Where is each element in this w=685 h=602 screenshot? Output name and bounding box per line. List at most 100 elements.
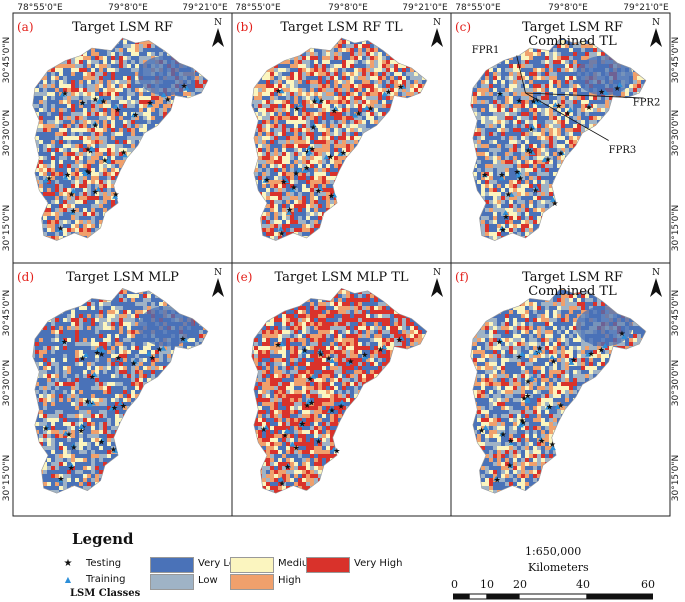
testing-point: ★ [120, 148, 127, 157]
panel-label: (b) [236, 20, 253, 34]
swatch-low [150, 574, 194, 590]
testing-point: ★ [367, 104, 374, 113]
training-point [296, 167, 303, 173]
star-icon: ★ [63, 558, 73, 569]
legend-subtitle: LSM Classes [70, 588, 141, 599]
testing-point: ★ [308, 398, 315, 407]
scale-units: Kilometers [528, 561, 589, 574]
north-label: N [433, 268, 441, 278]
testing-point: ★ [164, 95, 171, 104]
training-point [285, 209, 292, 215]
training-point [298, 420, 305, 426]
legend-training: ▲ Training [60, 574, 126, 585]
testing-point: ★ [331, 106, 338, 115]
panel-title: Combined TL [528, 34, 617, 49]
testing-point: ★ [325, 354, 332, 363]
testing-point: ★ [499, 225, 506, 234]
testing-point: ★ [396, 336, 403, 345]
testing-point: ★ [293, 105, 300, 114]
training-point [62, 174, 69, 180]
testing-point: ★ [520, 418, 527, 427]
north-arrow-icon [650, 278, 662, 297]
lon-tick-label: 79°21'0"E [623, 3, 669, 13]
north-label: N [652, 18, 660, 28]
testing-point: ★ [340, 148, 347, 157]
fpr-label: FPR2 [633, 98, 661, 109]
testing-point: ★ [181, 81, 188, 90]
training-point [69, 209, 76, 215]
fpr-label: FPR3 [609, 145, 637, 156]
testing-point: ★ [549, 440, 556, 449]
training-point [532, 350, 539, 356]
testing-point: ★ [156, 345, 163, 354]
testing-point: ★ [301, 346, 308, 355]
training-point [59, 338, 66, 344]
training-point [481, 172, 488, 178]
testing-point: ★ [57, 475, 64, 484]
training-point [43, 177, 50, 183]
lat-tick-label: 30°15'0"N [671, 205, 681, 251]
training-point [558, 149, 565, 155]
training-point [529, 149, 536, 155]
testing-point: ★ [84, 397, 91, 406]
lat-tick-label: 30°45'0"N [2, 37, 12, 83]
training-point [57, 477, 64, 483]
testing-point: ★ [278, 229, 285, 238]
training-point [508, 191, 515, 197]
training-point [310, 373, 317, 379]
testing-point: ★ [533, 96, 540, 105]
legend-medium-label: Medium [278, 558, 318, 569]
training-point [263, 424, 270, 430]
scale-tick-20: 20 [513, 578, 527, 591]
testing-point: ★ [478, 426, 485, 435]
training-point [62, 430, 69, 436]
testing-point: ★ [385, 87, 392, 96]
training-point [289, 441, 296, 447]
lat-tick-label: 30°45'0"N [2, 290, 12, 336]
training-point [532, 99, 539, 105]
testing-point: ★ [275, 86, 282, 95]
training-point [318, 350, 325, 356]
scale-ratio: 1:650,000 [525, 545, 582, 558]
training-point [337, 151, 344, 157]
training-point [59, 91, 66, 97]
map-panel: ★★ ★★★★ ★★★★★★★★★★★★★ ★ ★★ ★(a) Target LSM RF N [12, 12, 233, 264]
training-point [82, 352, 89, 358]
legend-very-low-label: Very Low [198, 558, 244, 569]
training-point [68, 462, 75, 468]
training-point [498, 175, 505, 181]
testing-point: ★ [519, 416, 526, 425]
legend-title: Legend [72, 530, 134, 548]
training-point [493, 475, 500, 481]
testing-point: ★ [516, 97, 523, 106]
legend-low-label: Low [198, 575, 218, 586]
testing-point: ★ [290, 183, 297, 192]
map-panel: ★★★★★★★★★★★★★★★★★★★★★★★(c)Target LSM RFC… [450, 12, 671, 264]
training-point [533, 185, 540, 191]
testing-point: ★ [494, 476, 501, 485]
testing-point: ★ [120, 402, 127, 411]
training-point [482, 424, 489, 430]
training-point [147, 101, 154, 107]
legend: Legend ★ Testing ▲ Training Very Low Low M… [60, 530, 430, 602]
training-point [314, 96, 321, 102]
training-point [502, 210, 509, 216]
north-label: N [214, 18, 222, 28]
testing-point: ★ [502, 212, 509, 221]
testing-point: ★ [528, 125, 535, 134]
testing-point: ★ [70, 207, 77, 216]
testing-point: ★ [284, 462, 291, 471]
training-point [602, 89, 609, 95]
testing-point: ★ [57, 224, 64, 233]
testing-point: ★ [65, 430, 72, 439]
swatch-very-high [306, 557, 350, 573]
training-point [537, 436, 544, 442]
training-point [86, 401, 93, 407]
testing-point: ★ [147, 99, 154, 108]
training-point [43, 424, 50, 430]
map-panel: ★★★★★★★★★★★★★★★★★★★★★★★(d)Target LSM MLP… [12, 262, 233, 517]
lon-tick-label: 79°21'0"E [182, 3, 228, 13]
training-point [95, 98, 102, 104]
testing-point: ★ [132, 110, 139, 119]
training-point [87, 146, 94, 152]
